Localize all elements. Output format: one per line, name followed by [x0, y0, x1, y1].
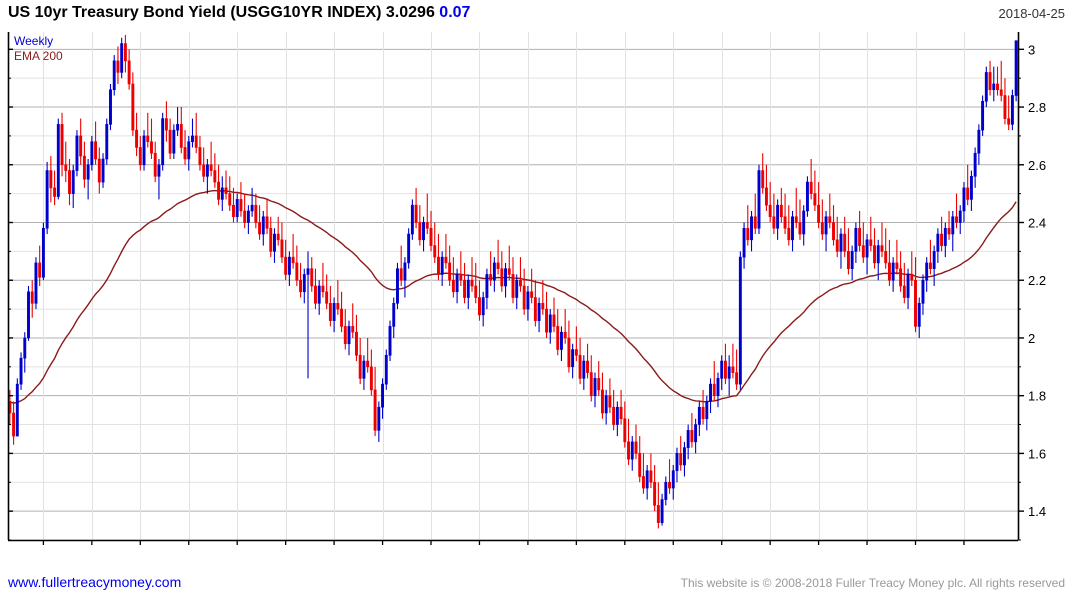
legend-ema: EMA 200	[14, 49, 63, 63]
candle-series	[8, 34, 1018, 529]
instrument-name: US 10yr Treasury Bond Yield (USGG10YR IN…	[8, 4, 382, 21]
chart-plot-area[interactable]: 1.4 1.6 1.8 2 2.2 2.4 2.6 2.8 3 JulOct2014AprJulO…	[0, 30, 1075, 545]
axis-frame	[7, 32, 1020, 542]
website-link[interactable]: www.fullertreacymoney.com	[8, 574, 182, 590]
candlestick-chart[interactable]: 1.4 1.6 1.8 2 2.2 2.4 2.6 2.8 3 JulOct2014AprJulO…	[0, 30, 1075, 545]
y-tick-label: 3	[1028, 42, 1035, 57]
chart-legend: Weekly EMA 200	[14, 34, 63, 64]
y-tick-label: 2	[1028, 331, 1035, 346]
chart-header: US 10yr Treasury Bond Yield (USGG10YR IN…	[0, 0, 1075, 30]
x-axis: JulOct2014AprJulOct2015AprJulOct2016AprJ…	[42, 540, 965, 545]
y-tick-label: 1.8	[1028, 389, 1046, 404]
grid-minor-horizontal	[8, 77, 1018, 541]
chart-footer: www.fullertreacymoney.com This website i…	[0, 570, 1075, 600]
legend-interval: Weekly	[14, 34, 54, 48]
copyright-text: This website is © 2008-2018 Fuller Treac…	[680, 576, 1065, 590]
y-tick-label: 2.6	[1028, 158, 1046, 173]
y-tick-label: 2.2	[1028, 273, 1046, 288]
grid-vertical	[43, 32, 965, 540]
page-title: US 10yr Treasury Bond Yield (USGG10YR IN…	[8, 4, 470, 22]
y-tick-label: 1.6	[1028, 446, 1046, 461]
y-tick-label: 1.4	[1028, 504, 1046, 519]
y-tick-label: 2.8	[1028, 100, 1046, 115]
y-tick-label: 2.4	[1028, 216, 1046, 231]
y-axis: 1.4 1.6 1.8 2 2.2 2.4 2.6 2.8 3	[8, 42, 1046, 541]
as-of-date: 2018-04-25	[998, 6, 1066, 21]
last-price: 3.0296	[385, 4, 435, 21]
price-change: 0.07	[439, 4, 471, 21]
